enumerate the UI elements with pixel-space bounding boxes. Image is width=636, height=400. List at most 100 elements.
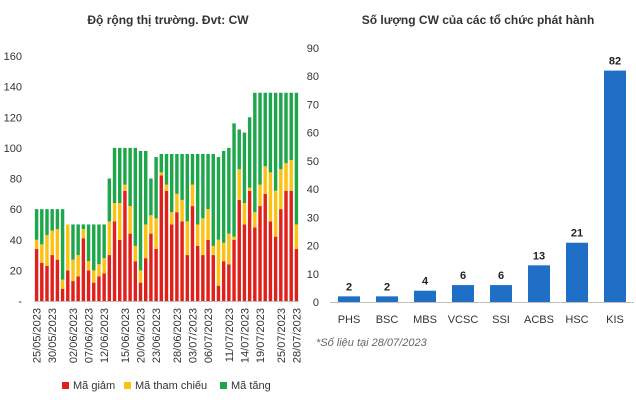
left-bar-reference [284, 163, 288, 191]
left-bar-increase [201, 154, 205, 219]
left-bar-reference [289, 160, 293, 191]
left-bar-decrease [190, 206, 195, 301]
left-bar-increase [107, 178, 112, 222]
left-bar-decrease [242, 224, 247, 301]
left-bar-increase [279, 92, 283, 170]
left-bar-decrease [169, 224, 174, 301]
left-bar-decrease [107, 255, 112, 301]
left-bar-decrease [92, 282, 96, 302]
right-y-tick-label: 80 [307, 71, 319, 83]
right-bar-value-label: 6 [460, 270, 466, 282]
left-bar-increase [81, 224, 86, 230]
left-bar-reference [55, 229, 60, 260]
left-bar-increase [123, 147, 127, 185]
left-bar-increase [128, 147, 132, 207]
left-bar-reference [123, 184, 127, 191]
left-bar-decrease [284, 190, 288, 301]
left-bar-increase [149, 178, 153, 216]
right-x-tick-label: KIS [606, 314, 624, 326]
left-bar-increase [175, 154, 179, 194]
left-bar-reference [133, 245, 138, 262]
left-bar-decrease [279, 209, 283, 302]
left-x-tick-label: 06/07/2023 [203, 308, 215, 363]
left-bar-decrease [149, 233, 153, 302]
left-bar-decrease [175, 212, 179, 301]
left-bar-reference [258, 184, 262, 207]
left-bar-increase [169, 154, 174, 213]
left-bar-decrease [86, 270, 91, 302]
left-bar-reference [164, 184, 169, 191]
left-bar-reference [112, 203, 117, 222]
right-bar [376, 296, 398, 302]
right-x-tick-label: HSC [565, 314, 588, 326]
left-bar-increase [211, 154, 215, 246]
left-bar-decrease [221, 261, 226, 301]
right-bar-chart: 0 10 20 30 40 50 60 70 80 90 2 PHS 2 BSC 4 MBS 6 VCSC 6 SSI… [307, 43, 634, 326]
right-y-tick-label: 20 [307, 241, 319, 253]
left-bar-decrease [55, 259, 60, 301]
left-bar-decrease [211, 255, 215, 301]
right-bar [414, 290, 436, 302]
left-bar-reference [242, 203, 247, 225]
left-bar-decrease [97, 276, 101, 301]
left-bar-reference [190, 184, 195, 207]
left-bar-reference [180, 199, 184, 222]
left-y-tick-label: 40 [10, 235, 22, 247]
left-bar-decrease [273, 236, 278, 301]
right-bar-value-label: 21 [571, 228, 583, 240]
right-bar-value-label: 2 [384, 281, 390, 293]
right-x-tick-label: BSC [376, 314, 399, 326]
left-y-tick-label: 20 [10, 265, 22, 277]
left-bar-increase [195, 154, 200, 225]
right-y-tick-label: 0 [313, 297, 319, 309]
left-chart-title: Độ rộng thị trường. Đvt: CW [87, 13, 249, 27]
left-bar-increase [273, 92, 278, 191]
left-bar-increase [180, 154, 184, 200]
left-x-tick-label: 14/07/2023 [239, 308, 251, 363]
left-bar-reference [76, 255, 80, 277]
left-bar-reference [227, 233, 231, 265]
left-bar-decrease [154, 248, 158, 301]
left-bar-decrease [71, 281, 75, 301]
left-bar-decrease [60, 288, 65, 301]
left-bar-reference [50, 230, 54, 256]
left-y-tick-label: 120 [4, 112, 22, 124]
left-bar-decrease [232, 239, 236, 301]
left-bar-reference [97, 264, 101, 277]
left-x-tick-label: 28/07/2023 [291, 308, 303, 363]
left-bar-reference [232, 236, 236, 240]
left-bar-increase [118, 147, 122, 204]
left-bar-increase [45, 209, 49, 236]
left-bar-increase [232, 123, 236, 237]
left-bar-increase [55, 209, 60, 230]
right-y-tick-label: 60 [307, 128, 319, 140]
left-bar-reference [92, 270, 96, 283]
left-bar-decrease [268, 221, 273, 302]
left-bar-increase [294, 92, 299, 225]
left-bar-decrease [216, 285, 221, 301]
left-bar-reference [279, 169, 283, 210]
left-bar-decrease [45, 265, 49, 301]
left-bar-reference [273, 190, 278, 237]
left-bar-reference [107, 221, 112, 256]
left-bar-increase [112, 147, 117, 204]
left-bar-reference [128, 206, 132, 234]
left-stacked-chart: - 20 40 60 80 100 120 140 160 25/05/2023 30/05/202… [4, 51, 304, 392]
left-bar-increase [284, 92, 288, 164]
left-bar-increase [258, 92, 262, 185]
left-x-tick-label: 07/06/2023 [84, 308, 96, 363]
left-bar-reference [185, 221, 189, 256]
left-x-tick-label: 30/05/2023 [47, 308, 59, 363]
left-x-tick-label: 23/06/2023 [151, 308, 163, 363]
left-bar-decrease [76, 276, 80, 301]
left-bar-decrease [185, 255, 189, 301]
left-bar-reference [169, 212, 174, 225]
left-x-tick-label: 15/06/2023 [120, 308, 132, 363]
left-bar-decrease [258, 206, 262, 301]
left-bar-increase [227, 147, 231, 234]
left-bar-decrease [112, 221, 117, 302]
left-bar-reference [81, 229, 86, 239]
legend-swatch-increase [220, 382, 227, 389]
